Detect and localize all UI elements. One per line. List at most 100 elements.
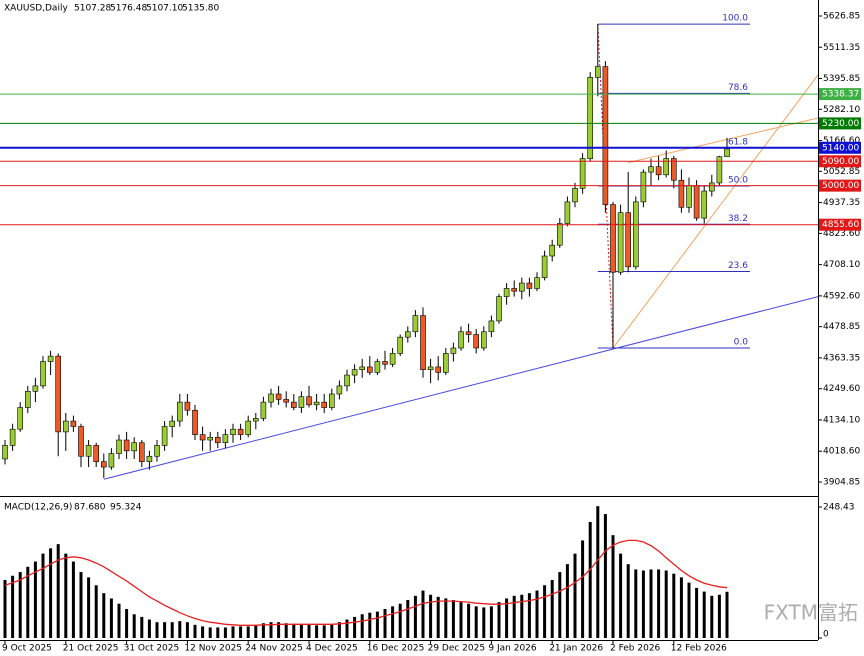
macd-bar (467, 603, 471, 638)
level-label: 5230.00 (822, 119, 859, 129)
candle-body (670, 158, 677, 181)
level-box (819, 179, 861, 192)
candle-body (427, 366, 434, 370)
macd-bar (451, 600, 455, 638)
macd-bar (512, 595, 516, 638)
candle-body (404, 331, 411, 338)
macd-bar (193, 624, 197, 638)
candle-body (366, 366, 373, 373)
candle-body (260, 401, 267, 419)
candle-body (24, 391, 31, 408)
candle-body (17, 407, 24, 430)
macd-bar (147, 619, 151, 638)
candle-body (344, 374, 350, 387)
y-tick-label: 5282.10 (823, 105, 860, 115)
level-label: 5000.00 (822, 181, 859, 191)
y-tick-label: 4249.60 (823, 384, 860, 394)
macd-bar (208, 627, 212, 638)
x-tick-label: 31 Oct 2025 (124, 644, 180, 654)
macd-bar (3, 579, 7, 638)
candle-body (503, 288, 510, 297)
macd-bar (79, 572, 83, 638)
macd-bar (231, 626, 235, 638)
trendline (612, 74, 819, 349)
candle-body (199, 434, 206, 441)
candle-body (351, 369, 358, 376)
candle-body (518, 282, 525, 292)
macd-bar (596, 506, 600, 638)
candle-body (648, 166, 654, 173)
macd-bar (687, 582, 691, 638)
level-box (819, 155, 861, 168)
trendline (628, 117, 819, 164)
candle-body (480, 331, 487, 349)
macd-bar (18, 572, 22, 638)
y-tick-label: 5052.85 (823, 167, 860, 177)
candle-body (389, 353, 396, 365)
level-label: 5140.00 (822, 143, 859, 153)
macd-bar (664, 570, 668, 638)
macd-bar (573, 553, 577, 638)
candle-body (268, 393, 274, 403)
x-tick-label: 16 Dec 2025 (367, 644, 425, 654)
macd-signal (4, 539, 728, 626)
y-tick-label: 4134.10 (823, 415, 860, 425)
macd-bar (603, 514, 607, 638)
candle-body (47, 355, 54, 362)
macd-title: MACD(12,26,9) (4, 503, 72, 513)
level-label: 5090.00 (822, 157, 859, 167)
candle-body (686, 185, 692, 208)
macd-value: 87.680 (74, 503, 106, 513)
candle-body (116, 439, 122, 454)
macd-bar (307, 624, 311, 638)
fib-label: 0.0 (734, 338, 749, 348)
x-tick-label: 21 Jan 2026 (549, 644, 603, 654)
macd-bar (497, 602, 501, 638)
macd-bar (581, 540, 585, 638)
candle-body (275, 393, 282, 400)
candle-body (298, 396, 305, 408)
y-tick-label: 5626.85 (823, 12, 860, 22)
macd-bar (41, 553, 45, 638)
candle-body (382, 361, 388, 365)
header-value: 5176.48 (110, 4, 147, 14)
macd-bar (64, 553, 68, 638)
macd-bar (649, 569, 653, 638)
candle-body (412, 315, 419, 333)
macd-bar (565, 564, 569, 638)
y-tick-label: 3904.85 (823, 477, 860, 487)
candle-body (108, 453, 115, 468)
y-tick-label: 4708.10 (823, 260, 860, 270)
watermark: FXTM富拓 (764, 601, 858, 625)
candle-body (123, 439, 130, 452)
candle-body (215, 437, 221, 444)
macd-bar (117, 603, 121, 638)
macd-bar (109, 598, 113, 638)
candle-body (222, 434, 229, 444)
candle-body (321, 401, 328, 408)
candle-body (2, 445, 8, 460)
candle-body (374, 361, 381, 373)
candle-body (708, 182, 715, 192)
fib-label: 23.6 (728, 261, 748, 271)
macd-bar (391, 606, 395, 638)
macd-bar (695, 587, 699, 638)
macd-bar (330, 624, 334, 638)
candle-body (237, 428, 244, 435)
macd-bar (87, 577, 91, 638)
x-tick-label: 12 Nov 2025 (184, 644, 242, 654)
macd-bar (315, 625, 319, 638)
candle-body (549, 244, 556, 257)
macd-bar (102, 593, 106, 638)
candle-body (313, 401, 320, 406)
macd-bar (132, 614, 136, 638)
macd-bar (360, 614, 364, 638)
candle-body (625, 212, 632, 268)
macd-bar (368, 612, 372, 638)
candle-body (161, 426, 168, 446)
macd-bar (543, 585, 547, 638)
y-tick-label: 5511.35 (823, 43, 860, 53)
candle-body (245, 420, 251, 435)
x-tick-label: 9 Jan 2026 (488, 644, 536, 654)
